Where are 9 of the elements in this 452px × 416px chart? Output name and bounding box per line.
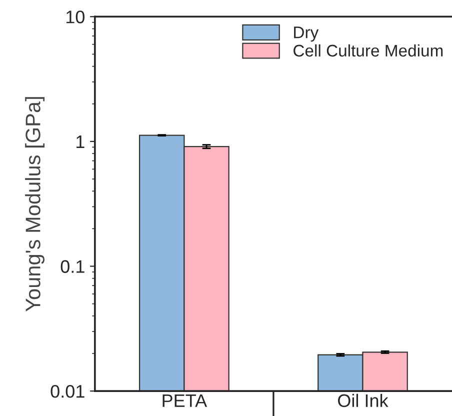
- y-axis-title: Young's Modulus [GPa]: [25, 97, 45, 312]
- x-tick-label: Oil Ink: [338, 394, 388, 408]
- legend-label: Cell Culture Medium: [294, 44, 443, 57]
- y-tick-label: 1: [76, 136, 84, 148]
- legend-label: Dry: [294, 26, 319, 42]
- y-tick-label: 0.01: [50, 384, 84, 398]
- y-tick-label: 10: [66, 10, 84, 24]
- y-tick-label: 0.1: [60, 260, 84, 273]
- x-tick-label: PETA: [162, 394, 208, 407]
